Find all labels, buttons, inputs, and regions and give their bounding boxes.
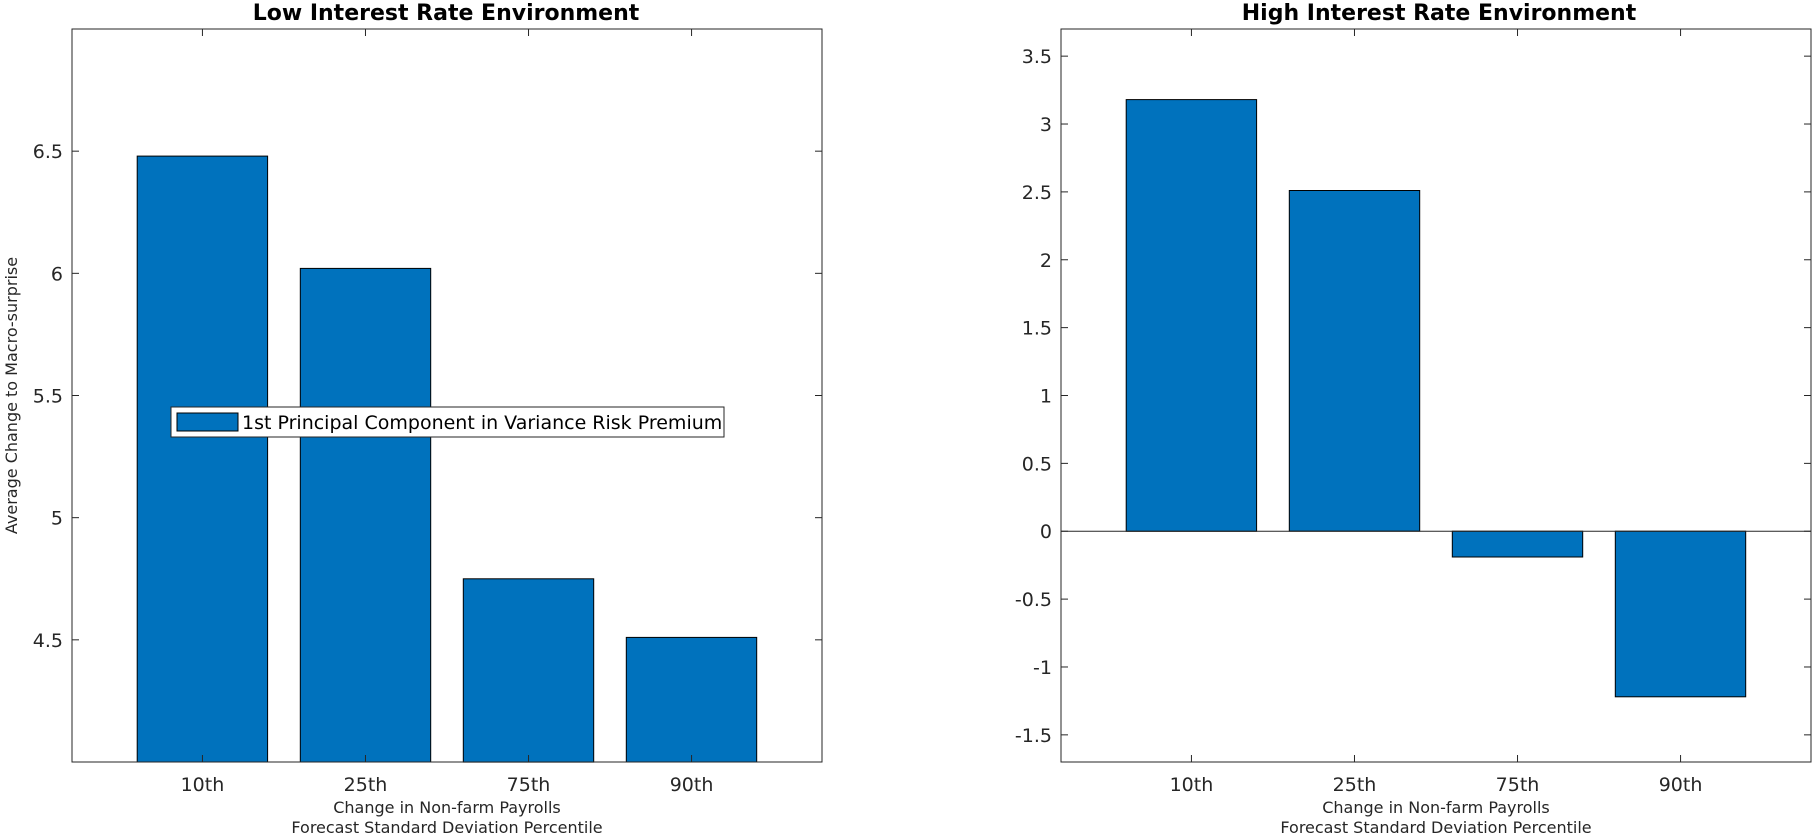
x-tick-label: 90th xyxy=(1659,774,1703,796)
x-axis-label-line-1: Change in Non-farm Payrolls xyxy=(333,798,561,817)
y-tick-label: 5.5 xyxy=(33,386,63,408)
x-tick-label: 25th xyxy=(1333,774,1377,796)
x-tick-label: 10th xyxy=(1170,774,1214,796)
bars-group xyxy=(1125,99,1747,698)
bars-group xyxy=(136,155,758,763)
x-tick-label: 10th xyxy=(181,774,225,796)
y-tick-label: 6.5 xyxy=(33,141,63,163)
x-axis-label-line-2: Forecast Standard Deviation Percentile xyxy=(291,818,602,837)
bar-10th xyxy=(136,155,269,763)
y-tick-label: 3.5 xyxy=(1022,46,1052,68)
chart-high-interest-rate: High Interest Rate Environment -1.5 -1 -0.… xyxy=(1015,1,1812,837)
x-tick-label: 25th xyxy=(344,774,388,796)
axes-frame xyxy=(71,28,823,763)
chart-title: High Interest Rate Environment xyxy=(1242,1,1637,26)
y-tick-label: 2 xyxy=(1040,250,1052,272)
bar-90th xyxy=(625,636,758,763)
legend-swatch xyxy=(176,412,239,432)
x-axis-label-line-2: Forecast Standard Deviation Percentile xyxy=(1280,818,1591,837)
chart-title: Low Interest Rate Environment xyxy=(253,1,640,26)
legend-box xyxy=(170,406,725,438)
y-tick-label: 2.5 xyxy=(1022,182,1052,204)
bar-10th xyxy=(1125,99,1258,532)
y-tick-label: 6 xyxy=(51,263,63,285)
bar-25th xyxy=(1288,190,1421,532)
bar-90th xyxy=(1614,530,1747,698)
y-tick-label: 0 xyxy=(1040,521,1052,543)
y-tick-label: -0.5 xyxy=(1015,589,1052,611)
y-tick-label: -1.5 xyxy=(1015,725,1052,747)
ticks-group: 4.5 5 5.5 6 6.5 10th 25th 75th 90th xyxy=(33,29,822,796)
y-axis-label: Average Change to Macro-surprise xyxy=(2,257,21,534)
y-tick-label: -1 xyxy=(1033,657,1052,679)
chart-low-interest-rate: Low Interest Rate Environment 4.5 5 5.5 6 6.… xyxy=(2,1,823,837)
bar-75th xyxy=(1451,530,1584,558)
bar-75th xyxy=(462,578,595,763)
bar-25th xyxy=(299,267,432,763)
legend-label: 1st Principal Component in Variance Risk… xyxy=(242,412,722,434)
legend: 1st Principal Component in Variance Risk… xyxy=(170,406,725,438)
y-tick-label: 0.5 xyxy=(1022,453,1052,475)
x-axis-label-line-1: Change in Non-farm Payrolls xyxy=(1322,798,1550,817)
y-tick-label: 3 xyxy=(1040,114,1052,136)
y-tick-label: 1.5 xyxy=(1022,318,1052,340)
y-tick-label: 4.5 xyxy=(33,630,63,652)
x-tick-label: 75th xyxy=(507,774,551,796)
y-tick-label: 1 xyxy=(1040,386,1052,408)
axes-frame xyxy=(1060,28,1812,763)
x-tick-label: 90th xyxy=(670,774,714,796)
ticks-group: -1.5 -1 -0.5 0 0.5 1 1.5 2 2.5 3 3.5 10th 25th 75th 90… xyxy=(1015,29,1811,796)
x-tick-label: 75th xyxy=(1496,774,1540,796)
y-tick-label: 5 xyxy=(51,508,63,530)
